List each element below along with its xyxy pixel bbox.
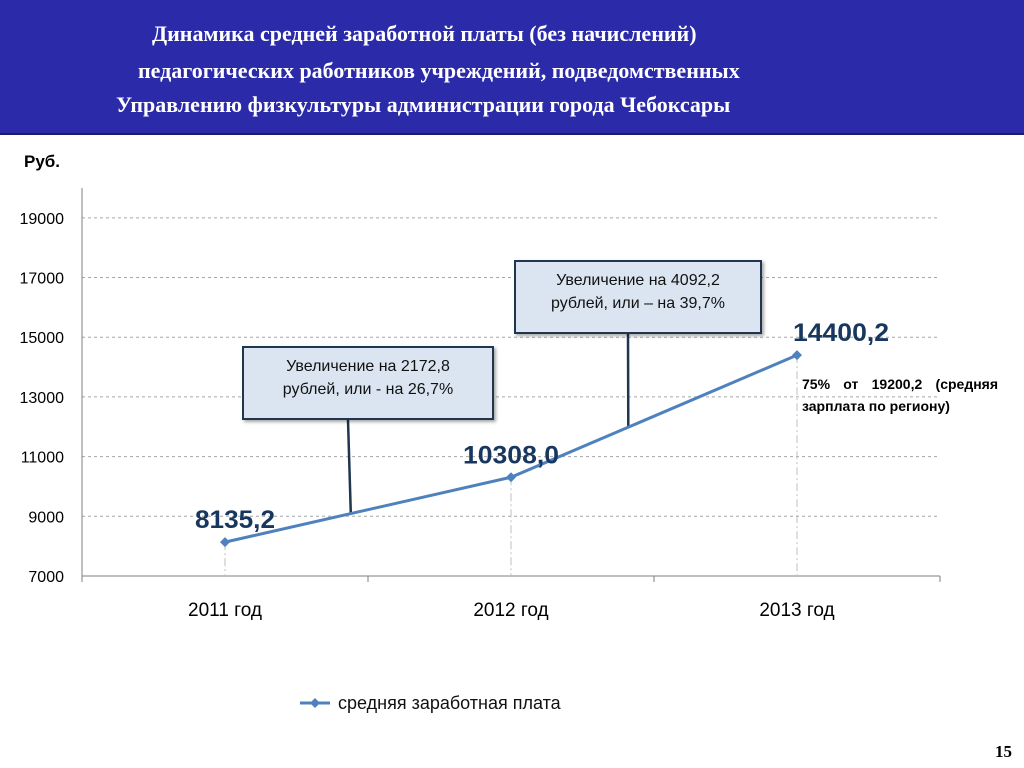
- page-number: 15: [995, 742, 1012, 761]
- title-line-2: педагогических работников учреждений, по…: [138, 58, 740, 83]
- regional-comparison-note: 75% от 19200,2 (средняя зарплата по реги…: [802, 376, 998, 414]
- title-line-3: Управлению физкультуры администрации гор…: [116, 92, 731, 117]
- y-tick-7000: 7000: [28, 569, 64, 586]
- data-point-2: [792, 350, 802, 361]
- y-tick-19000: 19000: [20, 211, 65, 228]
- x-tick-1: 2012 год: [473, 600, 548, 621]
- x-tick-labels: 2011 год 2012 год 2013 год: [188, 600, 835, 621]
- callout-1-line-2: рублей, или - на 26,7%: [282, 381, 454, 398]
- y-tick-13000: 13000: [20, 390, 65, 407]
- data-points: [220, 350, 802, 548]
- data-point-1: [506, 472, 516, 483]
- y-tick-17000: 17000: [20, 271, 65, 288]
- data-label-0: 8135,2: [195, 506, 275, 534]
- x-tick-0: 2011 год: [188, 600, 262, 621]
- data-label-1: 10308,0: [463, 441, 559, 469]
- legend-series-label: средняя заработная плата: [338, 692, 561, 713]
- x-tick-2: 2013 год: [759, 600, 834, 621]
- data-labels: 8135,2 10308,0 14400,2: [195, 319, 889, 534]
- callout-2-line-1: Увеличение на 4092,2: [556, 272, 720, 289]
- y-tick-11000: 11000: [21, 450, 64, 467]
- title-banner: Динамика средней заработной платы (без н…: [0, 0, 1024, 135]
- chart-legend: средняя заработная плата: [300, 690, 561, 716]
- callout-2-line-2: рублей, или – на 39,7%: [551, 295, 725, 312]
- y-tick-9000: 9000: [28, 509, 64, 526]
- callout-increase-2013: Увеличение на 4092,2 рублей, или – на 39…: [514, 260, 762, 334]
- title-line-1: Динамика средней заработной платы (без н…: [152, 21, 697, 46]
- grid-lines: [82, 217, 940, 517]
- callout-1-line-1: Увеличение на 2172,8: [286, 358, 450, 375]
- data-point-0: [220, 537, 230, 548]
- callout-leader-1: [346, 419, 353, 514]
- y-axis-unit-label: Руб.: [24, 152, 61, 171]
- callout-increase-2012: Увеличение на 2172,8 рублей, или - на 26…: [242, 346, 494, 420]
- legend-series-marker-icon: [300, 698, 330, 708]
- y-tick-labels: 7000 9000 11000 13000 15000 17000 19000: [20, 211, 65, 586]
- y-tick-15000: 15000: [20, 330, 65, 347]
- data-label-2: 14400,2: [793, 319, 889, 347]
- drop-lines: [224, 355, 798, 576]
